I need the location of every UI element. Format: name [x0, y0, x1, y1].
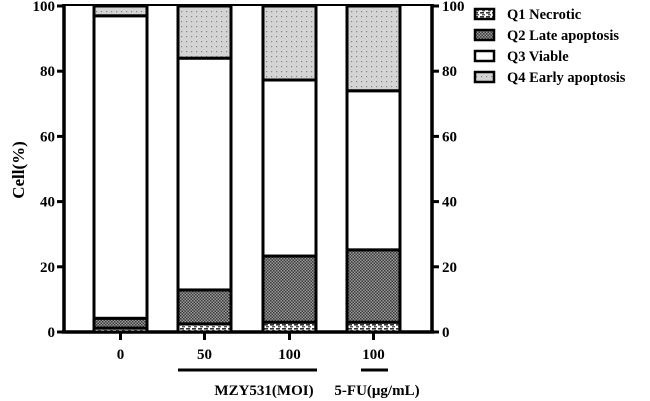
bar-segment-2 [176, 56, 233, 292]
bar-segment-2 [345, 89, 402, 252]
y-tick-label: 40 [40, 195, 55, 211]
bar-segment-3 [92, 4, 149, 18]
bars [92, 4, 402, 334]
bar-2 [261, 4, 318, 334]
x-ticks: 0 50 100 100 [117, 332, 385, 363]
legend-swatch-3 [473, 70, 496, 84]
legend-label-1: Q2 Late apoptosis [507, 28, 619, 44]
right-y-tick-label: 40 [442, 195, 457, 211]
bar-segment-3 [261, 4, 318, 82]
y-tick-label: 0 [48, 325, 56, 341]
y-tick-label: 80 [40, 64, 55, 80]
legend-swatch-0 [473, 7, 496, 21]
group-label-mzy531: MZY531(MOI) [214, 383, 313, 399]
right-y-tick-label: 20 [442, 260, 457, 276]
legend-label-2: Q3 Viable [507, 49, 569, 65]
bar-segment-3 [345, 4, 402, 93]
right-y-tick-label: 100 [442, 0, 465, 15]
group-label-5fu: 5-FU(μg/mL) [334, 383, 419, 399]
bar-segment-1 [345, 248, 402, 324]
bar-3 [345, 4, 402, 334]
x-tick-label: 0 [117, 347, 125, 363]
legend: Q1 Necrotic Q2 Late apoptosis Q3 Viable Q4 … [473, 7, 626, 86]
bar-1 [176, 4, 233, 334]
y-tick-label: 100 [33, 0, 56, 15]
right-y-tick-label: 80 [442, 64, 457, 80]
legend-swatch-2 [473, 49, 496, 63]
x-tick-label: 100 [278, 347, 301, 363]
right-y-tick-label: 0 [442, 325, 450, 341]
y-tick-label: 20 [40, 260, 55, 276]
bar-segment-2 [92, 14, 149, 320]
legend-swatch-1 [473, 28, 496, 42]
x-tick-label: 100 [362, 347, 385, 363]
x-tick-label: 50 [197, 347, 212, 363]
right-y-tick-label: 60 [442, 129, 457, 145]
bar-segment-2 [261, 78, 318, 258]
bar-segment-3 [176, 4, 233, 60]
right-y-axis: 0 20 40 60 80 100 [430, 0, 465, 341]
y-tick-label: 60 [40, 129, 55, 145]
y-axis-title: Cell(%) [9, 141, 28, 199]
left-y-axis: 0 20 40 60 80 100 [33, 0, 66, 341]
bar-segment-1 [176, 288, 233, 326]
bar-segment-1 [261, 254, 318, 324]
legend-label-0: Q1 Necrotic [507, 7, 582, 23]
legend-label-3: Q4 Early apoptosis [507, 70, 626, 86]
bar-0 [92, 4, 149, 334]
